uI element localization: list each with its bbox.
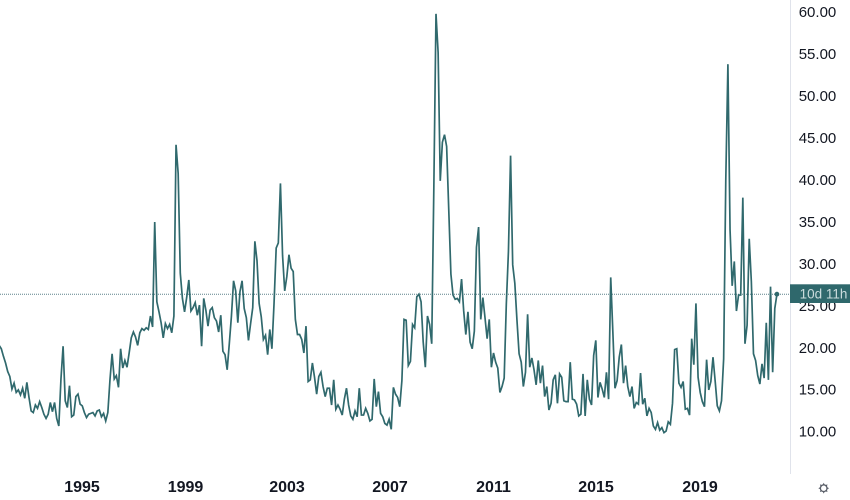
svg-text:2003: 2003 (269, 479, 305, 496)
svg-text:10.00: 10.00 (799, 424, 837, 441)
svg-text:2011: 2011 (476, 479, 511, 496)
svg-text:45.00: 45.00 (799, 130, 837, 147)
svg-text:1999: 1999 (168, 479, 204, 496)
svg-text:40.00: 40.00 (799, 172, 837, 189)
svg-text:2015: 2015 (578, 479, 614, 496)
svg-text:2007: 2007 (372, 479, 408, 496)
svg-text:2019: 2019 (682, 479, 718, 496)
svg-text:15.00: 15.00 (799, 382, 837, 399)
svg-text:1995: 1995 (64, 479, 100, 496)
svg-text:20.00: 20.00 (799, 340, 837, 357)
svg-text:50.00: 50.00 (799, 88, 837, 105)
svg-text:30.00: 30.00 (799, 256, 837, 273)
svg-text:10d 11h: 10d 11h (800, 287, 848, 302)
svg-text:60.00: 60.00 (799, 4, 837, 21)
svg-text:55.00: 55.00 (799, 46, 837, 63)
svg-text:35.00: 35.00 (799, 214, 837, 231)
